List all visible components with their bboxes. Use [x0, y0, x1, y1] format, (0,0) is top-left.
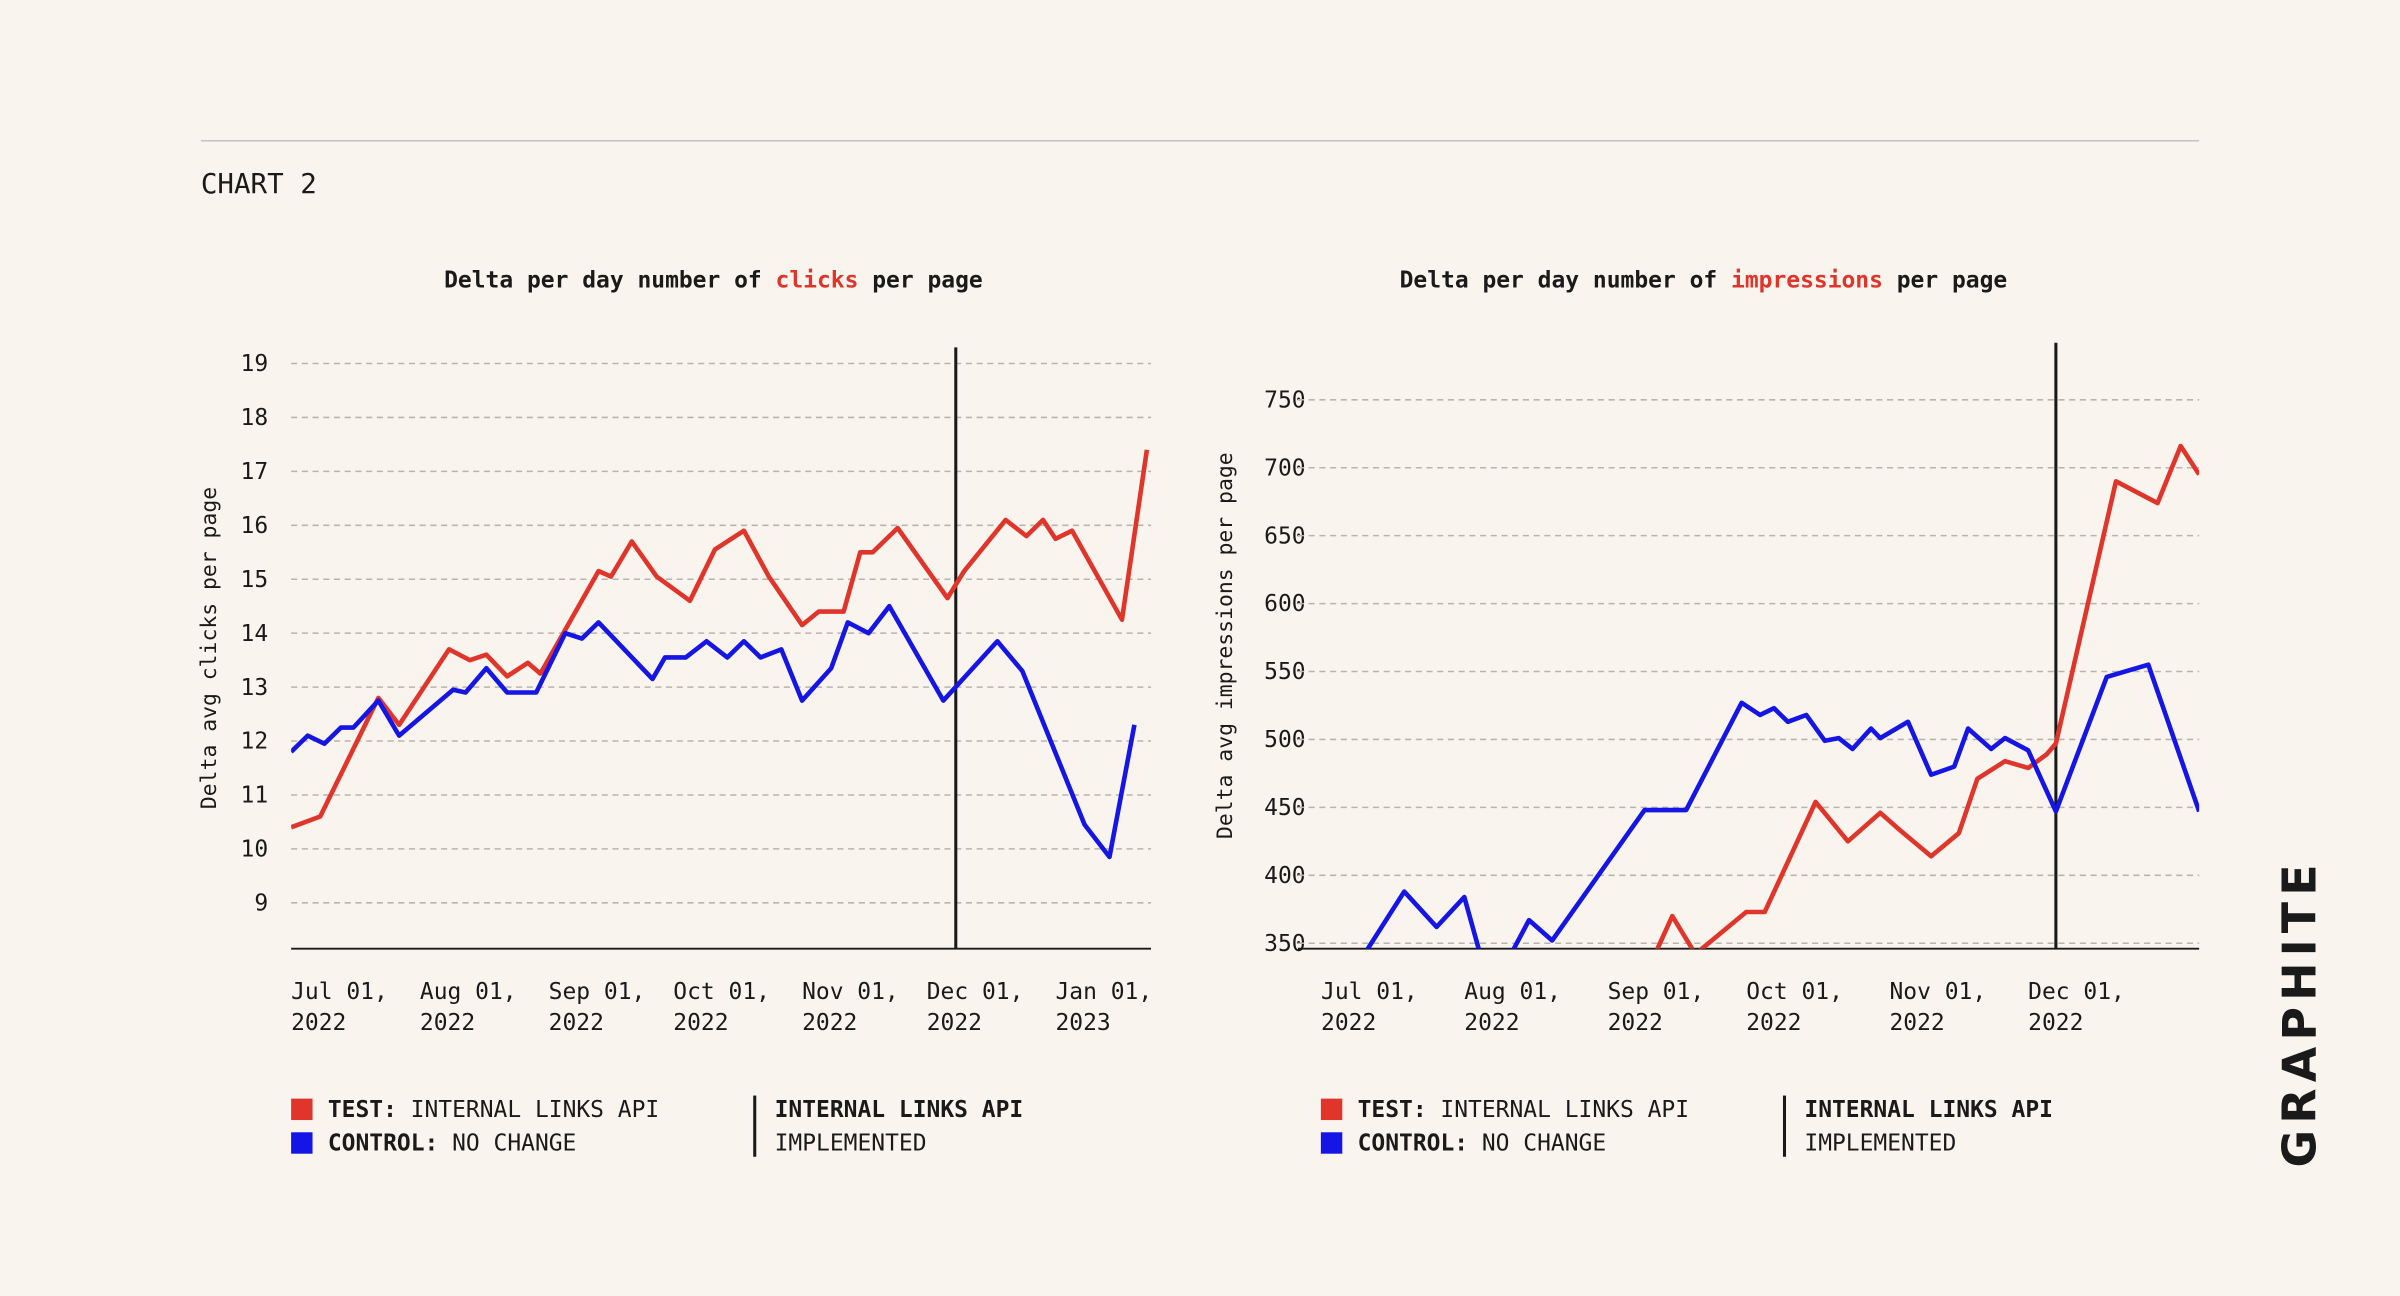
- y-tick-label: 13: [241, 675, 269, 701]
- series-line: [1365, 662, 2200, 949]
- x-tick-label: Dec 01, 2022: [927, 979, 1024, 1036]
- legend-entry: CONTROL: NO CHANGE: [328, 1131, 577, 1157]
- title-part: per page: [1883, 268, 2007, 294]
- y-tick-label: 12: [241, 729, 269, 755]
- title-part: per page: [858, 268, 982, 294]
- x-tick-line: 2022: [1746, 1010, 1801, 1036]
- y-tick-label: 15: [241, 567, 269, 593]
- event-subtitle: IMPLEMENTED: [775, 1131, 927, 1157]
- x-tick-line: 2023: [1055, 1010, 1110, 1036]
- x-tick-line: 2022: [1321, 1010, 1376, 1036]
- x-tick-label: Oct 01, 2022: [673, 979, 770, 1036]
- chart-title: Delta per day number of clicks per page: [444, 268, 983, 294]
- x-tick-label: Nov 01, 2022: [802, 979, 899, 1036]
- legend-entry: TEST: INTERNAL LINKS API: [1358, 1097, 1689, 1123]
- chart-label: CHART 2: [201, 168, 317, 200]
- x-tick-line: Jul 01,: [1321, 979, 1418, 1005]
- title-part: impressions: [1731, 268, 1883, 294]
- x-tick-line: Aug 01,: [420, 979, 517, 1005]
- x-tick-line: Oct 01,: [673, 979, 770, 1005]
- x-tick-line: 2022: [1464, 1010, 1519, 1036]
- event-title: INTERNAL LINKS API: [775, 1097, 1024, 1123]
- x-tick-line: Nov 01,: [1890, 979, 1987, 1005]
- legend-description: NO CHANGE: [1482, 1131, 1606, 1157]
- legend-description: NO CHANGE: [452, 1131, 576, 1157]
- x-tick-line: Sep 01,: [1608, 979, 1705, 1005]
- x-tick-label: Sep 01, 2022: [1608, 979, 1705, 1036]
- y-tick-label: 14: [241, 621, 269, 647]
- title-part: Delta per day number of: [444, 268, 775, 294]
- legend-description: INTERNAL LINKS API: [1440, 1097, 1689, 1123]
- x-tick-label: Sep 01, 2022: [549, 979, 646, 1036]
- x-tick-label: Oct 01, 2022: [1746, 979, 1843, 1036]
- legend-swatch: [291, 1098, 313, 1121]
- x-tick-line: 2022: [291, 1010, 346, 1036]
- title-part: Delta per day number of: [1400, 268, 1731, 294]
- y-tick-label: 10: [241, 837, 269, 863]
- y-axis-label: Delta avg impressions per page: [1213, 452, 1238, 839]
- legend-name: CONTROL:: [1358, 1131, 1468, 1157]
- legend-swatch: [1320, 1098, 1343, 1121]
- x-tick-label: Aug 01, 2022: [1464, 979, 1561, 1036]
- chart-title: Delta per day number of impressions per …: [1400, 268, 2008, 294]
- legend-name: TEST:: [1358, 1097, 1427, 1123]
- x-tick-line: Sep 01,: [549, 979, 646, 1005]
- x-tick-line: 2022: [549, 1010, 604, 1036]
- y-tick-label: 19: [241, 351, 269, 377]
- series-line: [1654, 443, 2200, 949]
- x-tick-line: Dec 01,: [927, 979, 1024, 1005]
- x-tick-line: 2022: [927, 1010, 982, 1036]
- y-axis-label: Delta avg clicks per page: [197, 487, 222, 809]
- x-tick-label: Jul 01, 2022: [1321, 979, 1418, 1036]
- x-tick-line: Dec 01,: [2028, 979, 2125, 1005]
- x-tick-line: Nov 01,: [802, 979, 899, 1005]
- legend-entry: CONTROL: NO CHANGE: [1358, 1131, 1607, 1157]
- x-tick-line: 2022: [2028, 1010, 2083, 1036]
- x-tick-line: Aug 01,: [1464, 979, 1561, 1005]
- x-tick-line: 2022: [673, 1010, 728, 1036]
- x-tick-label: Nov 01, 2022: [1890, 979, 1987, 1036]
- x-tick-line: Jan 01,: [1055, 979, 1152, 1005]
- x-tick-line: Jul 01,: [291, 979, 388, 1005]
- series-line: [291, 449, 1150, 830]
- y-tick-label: 9: [254, 890, 268, 916]
- x-tick-label: Jan 01, 2023: [1055, 979, 1152, 1036]
- y-tick-label: 11: [241, 783, 269, 809]
- x-tick-line: 2022: [420, 1010, 475, 1036]
- legend-entry: TEST: INTERNAL LINKS API: [328, 1097, 659, 1123]
- x-tick-label: Aug 01, 2022: [420, 979, 517, 1036]
- x-tick-label: Jul 01, 2022: [291, 979, 388, 1036]
- y-tick-label: 18: [241, 405, 269, 431]
- brand: GRAPHITE: [2272, 858, 2326, 1167]
- x-tick-line: Oct 01,: [1746, 979, 1843, 1005]
- y-tick-label: 16: [241, 513, 269, 539]
- legend-name: TEST:: [328, 1097, 397, 1123]
- chart: Delta per day number of impressions per …: [1213, 268, 2200, 1157]
- series-line: [291, 603, 1137, 860]
- x-tick-line: 2022: [1890, 1010, 1945, 1036]
- legend-name: CONTROL:: [328, 1131, 438, 1157]
- x-tick-line: 2022: [1608, 1010, 1663, 1036]
- legend-swatch: [291, 1132, 313, 1154]
- event-title: INTERNAL LINKS API: [1804, 1097, 2053, 1123]
- chart: Delta per day number of clicks per pageD…: [197, 268, 1152, 1157]
- legend-swatch: [1320, 1132, 1343, 1154]
- legend-description: INTERNAL LINKS API: [411, 1097, 660, 1123]
- y-tick-label: 17: [241, 459, 269, 485]
- x-tick-line: 2022: [802, 1010, 857, 1036]
- event-subtitle: IMPLEMENTED: [1804, 1131, 1956, 1157]
- title-part: clicks: [776, 268, 859, 294]
- x-tick-label: Dec 01, 2022: [2028, 979, 2125, 1036]
